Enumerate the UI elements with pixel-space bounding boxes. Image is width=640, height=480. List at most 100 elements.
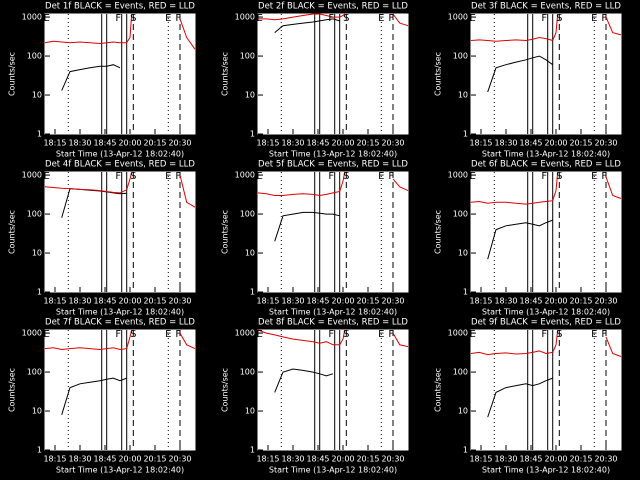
panel: Det 1f BLACK = Events, RED = LLD Counts/s… <box>8 2 196 159</box>
y-tick-label: 100 <box>240 210 255 219</box>
y-tick-label: 100 <box>453 210 468 219</box>
y-tick-label: 1 <box>37 130 42 139</box>
x-tick-label: 20:30 <box>381 297 404 306</box>
series-line <box>61 64 121 91</box>
x-tick-label: 20:00 <box>331 455 354 464</box>
x-tick-label: 18:30 <box>494 139 517 148</box>
series-line <box>470 171 622 205</box>
event-label: E <box>44 329 50 340</box>
x-tick-label: 18:45 <box>93 139 116 148</box>
x-tick-label: 18:15 <box>469 297 492 306</box>
series-line <box>257 329 409 348</box>
series-line <box>470 329 622 357</box>
event-label: E <box>257 13 263 24</box>
panel: Det 3f BLACK = Events, RED = LLD Counts/s… <box>434 2 622 159</box>
x-tick-label: 18:45 <box>306 297 329 306</box>
event-label: F <box>328 329 334 340</box>
y-tick-label: 10 <box>32 407 42 416</box>
chart-title: Det 4f BLACK = Events, RED = LLD <box>45 160 195 170</box>
series-line <box>274 211 340 242</box>
y-tick-label: 1000 <box>22 13 42 22</box>
x-tick-label: 18:45 <box>306 455 329 464</box>
x-tick-label: 20:15 <box>356 139 379 148</box>
event-label: F <box>115 329 121 340</box>
x-tick-label: 18:30 <box>494 455 517 464</box>
event-label: F <box>601 171 607 182</box>
event-label: F <box>328 13 334 24</box>
chart-title: Det 7f BLACK = Events, RED = LLD <box>45 318 195 328</box>
x-tick-label: 18:45 <box>519 297 542 306</box>
chart-title: Det 3f BLACK = Events, RED = LLD <box>471 2 621 12</box>
x-tick-label: 18:45 <box>306 139 329 148</box>
y-tick-label: 1000 <box>235 13 255 22</box>
series-line <box>44 171 196 208</box>
event-label: E <box>591 329 597 340</box>
event-label: S <box>556 13 562 24</box>
event-label: S <box>130 329 136 340</box>
x-tick-label: 18:15 <box>256 297 279 306</box>
event-label: E <box>165 13 171 24</box>
event-label: F <box>115 13 121 24</box>
event-label: F <box>541 13 547 24</box>
y-tick-label: 1000 <box>22 329 42 338</box>
chart-title: Det 2f BLACK = Events, RED = LLD <box>258 2 408 12</box>
event-label: S <box>556 329 562 340</box>
plot-area <box>44 13 196 135</box>
x-tick-label: 18:30 <box>68 139 91 148</box>
y-tick-label: 1000 <box>448 329 468 338</box>
x-tick-label: 20:30 <box>594 139 617 148</box>
y-axis-label: Counts/sec <box>434 368 443 412</box>
event-label: S <box>343 329 349 340</box>
chart-title: Det 5f BLACK = Events, RED = LLD <box>258 160 408 170</box>
plot-area <box>470 329 622 451</box>
x-tick-label: 18:15 <box>256 139 279 148</box>
x-tick-label: 20:15 <box>356 297 379 306</box>
x-tick-label: 18:45 <box>93 455 116 464</box>
chart-title: Det 8f BLACK = Events, RED = LLD <box>258 318 408 328</box>
plot-area <box>470 13 622 135</box>
series-line <box>470 13 622 42</box>
x-tick-label: 18:30 <box>494 297 517 306</box>
x-axis-label: Start Time (13-Apr-12 18:02:40) <box>56 150 184 159</box>
series-line <box>487 377 553 418</box>
x-axis-label: Start Time (13-Apr-12 18:02:40) <box>56 466 184 475</box>
event-label: F <box>601 13 607 24</box>
series-line <box>487 55 553 93</box>
event-label: E <box>378 171 384 182</box>
y-tick-label: 10 <box>245 407 255 416</box>
event-label: E <box>470 13 476 24</box>
x-axis-label: Start Time (13-Apr-12 18:02:40) <box>56 308 184 317</box>
series-line <box>274 368 334 393</box>
x-tick-label: 20:30 <box>168 297 191 306</box>
y-tick-label: 1 <box>463 288 468 297</box>
x-tick-label: 20:00 <box>118 139 141 148</box>
x-tick-label: 20:15 <box>569 139 592 148</box>
y-axis-label: Counts/sec <box>221 210 230 254</box>
x-axis-label: Start Time (13-Apr-12 18:02:40) <box>482 308 610 317</box>
event-label: E <box>257 171 263 182</box>
plot-area <box>44 329 196 451</box>
event-label: F <box>541 329 547 340</box>
series-line <box>487 219 553 260</box>
event-label: E <box>591 171 597 182</box>
event-label: F <box>388 171 394 182</box>
y-tick-label: 100 <box>27 368 42 377</box>
x-tick-label: 18:30 <box>68 455 91 464</box>
y-axis-label: Counts/sec <box>8 368 17 412</box>
x-tick-label: 20:15 <box>356 455 379 464</box>
y-axis-label: Counts/sec <box>434 210 443 254</box>
y-axis-label: Counts/sec <box>221 368 230 412</box>
event-label: F <box>601 329 607 340</box>
y-tick-label: 10 <box>32 249 42 258</box>
event-label: F <box>175 171 181 182</box>
x-tick-label: 20:00 <box>544 455 567 464</box>
event-label: F <box>328 171 334 182</box>
y-tick-label: 10 <box>458 249 468 258</box>
event-label: E <box>591 13 597 24</box>
x-tick-label: 18:30 <box>68 297 91 306</box>
x-tick-label: 20:30 <box>594 297 617 306</box>
y-axis-label: Counts/sec <box>221 52 230 96</box>
panel: Det 7f BLACK = Events, RED = LLD Counts/s… <box>8 318 196 475</box>
event-label: E <box>44 171 50 182</box>
